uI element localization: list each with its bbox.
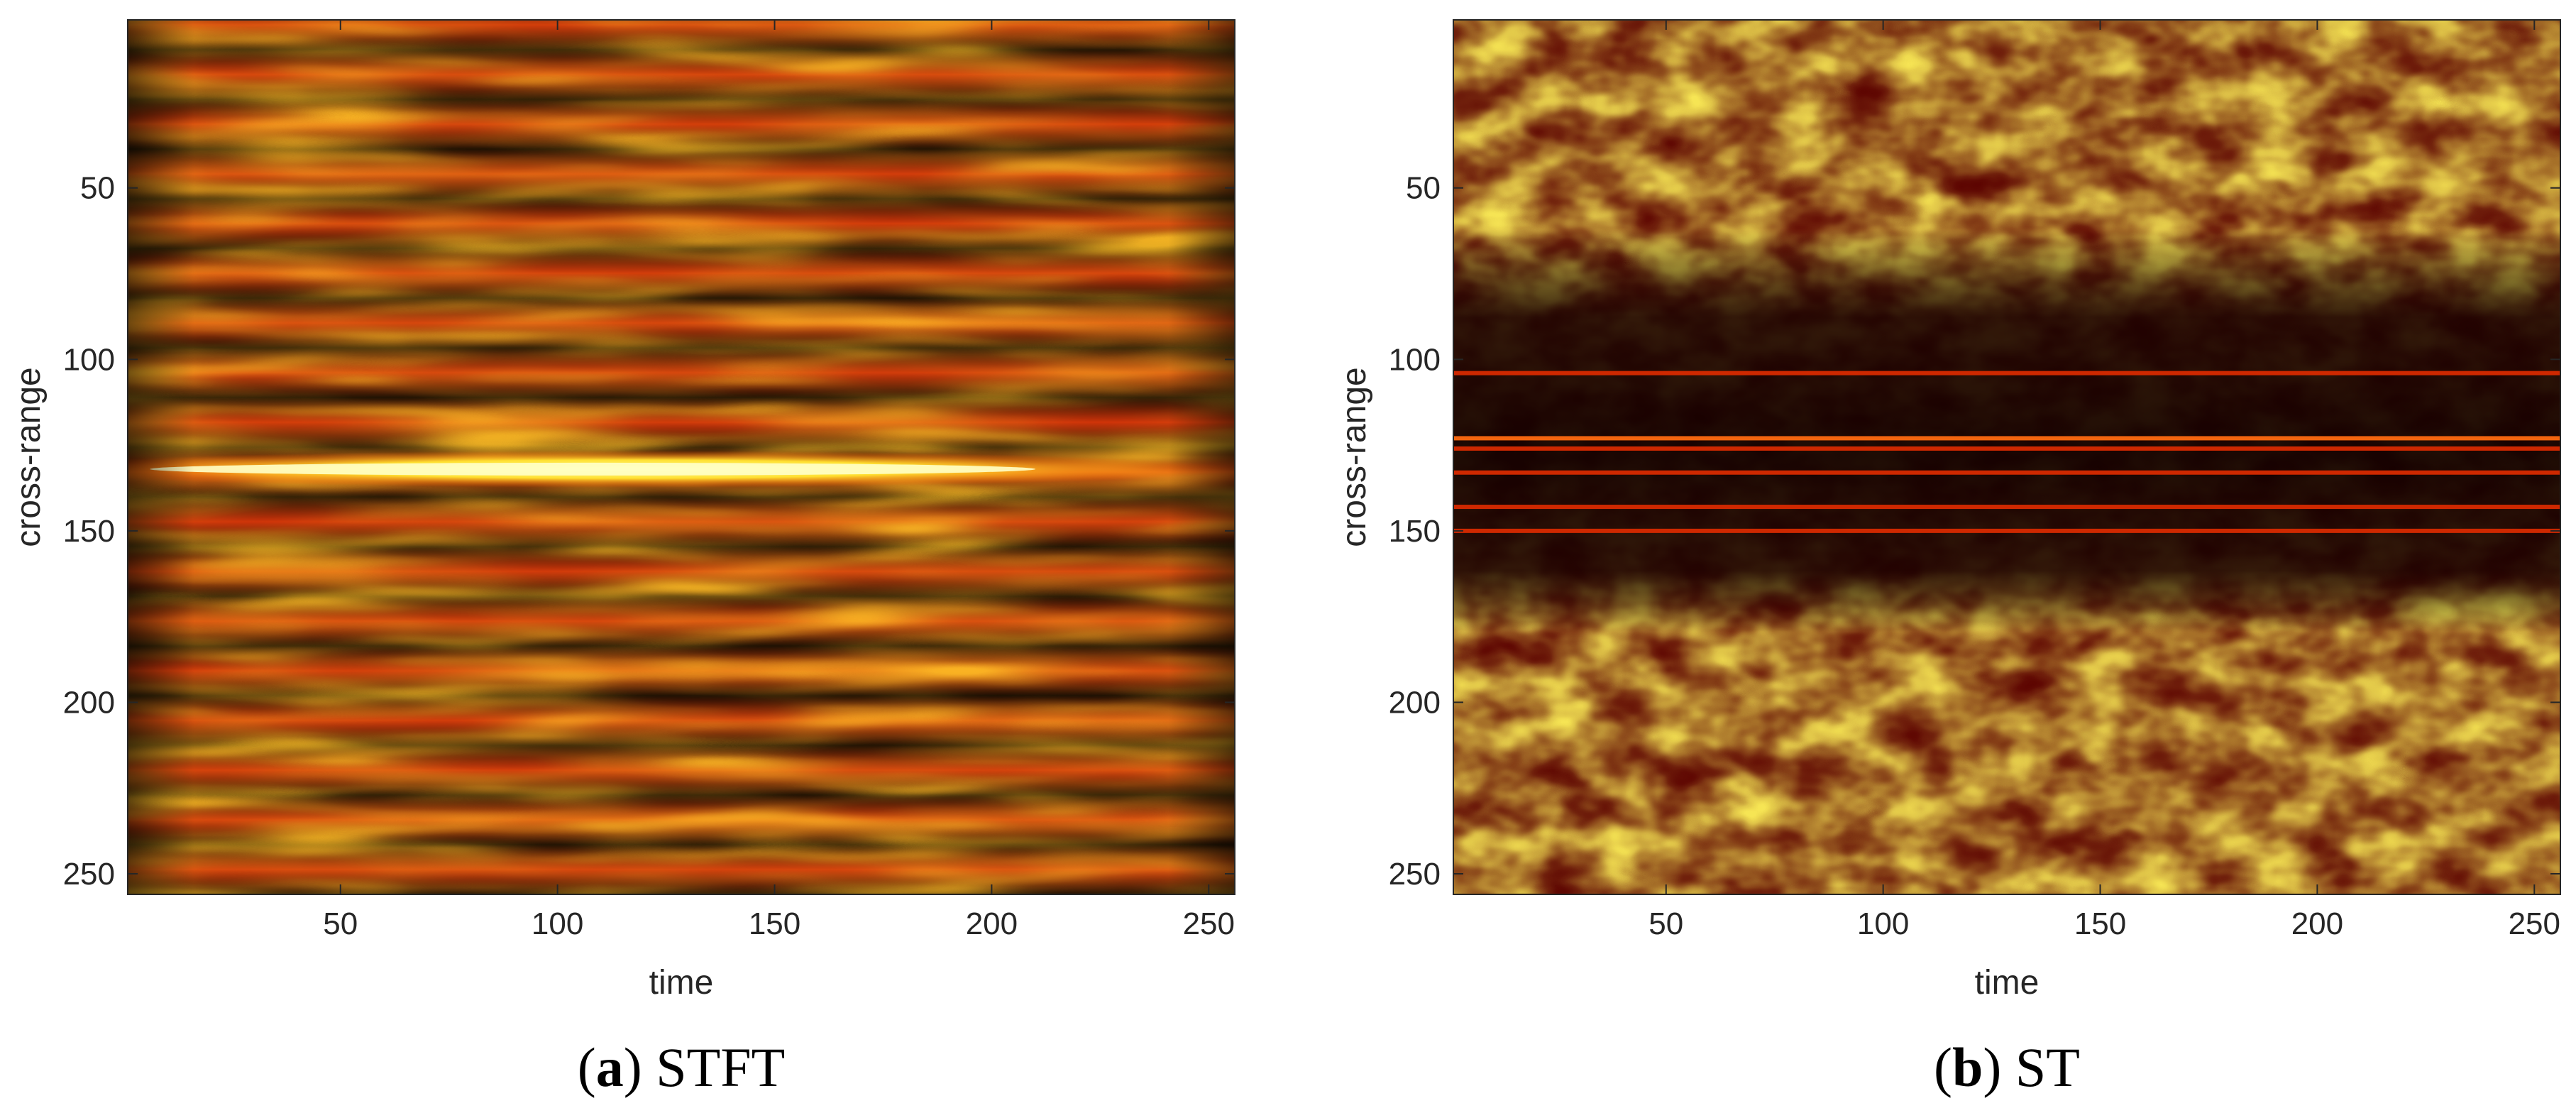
caption-a-text: STFT <box>656 1036 785 1098</box>
caption-b: (b) ST <box>1934 1036 2080 1098</box>
y-tick-label-b: 150 <box>1389 514 1441 549</box>
band-line <box>1453 371 2560 375</box>
band-line <box>1453 436 2560 441</box>
y-tick-label-b: 100 <box>1389 342 1441 377</box>
y-tick-label-a: 200 <box>63 685 115 720</box>
x-axis-label-b: time <box>1975 964 2040 1002</box>
caption-b-letter: b <box>1952 1036 1983 1098</box>
panel-b: 50 100 150 200 250 50 100 150 200 250 time cross-… <box>1336 19 2561 1098</box>
band-line <box>1453 528 2560 533</box>
x-tick-label-b: 50 <box>1648 906 1683 941</box>
x-tick-label-a: 100 <box>532 906 583 941</box>
band-line <box>1453 446 2560 451</box>
x-tick-label-b: 250 <box>2509 906 2560 941</box>
plot-frame-b <box>1453 19 2561 895</box>
x-tick-label-b: 150 <box>2074 906 2126 941</box>
y-axis-label-b: cross-range <box>1336 367 1373 547</box>
caption-a-letter: a <box>596 1036 624 1098</box>
y-tick-label-a: 100 <box>63 342 115 377</box>
st-heatmap <box>1453 20 2560 894</box>
y-axis-label-a: cross-range <box>10 367 48 547</box>
band-line <box>1453 470 2560 475</box>
x-axis-label-a: time <box>649 964 714 1002</box>
stft-heatmap <box>128 20 1235 894</box>
caption-a: (a) STFT <box>578 1036 786 1098</box>
thin-band-lines <box>1453 371 2560 533</box>
y-tick-label-a: 150 <box>63 514 115 549</box>
y-tick-label-a: 250 <box>63 857 115 892</box>
x-tick-label-a: 200 <box>966 906 1018 941</box>
band-line <box>1453 505 2560 510</box>
y-tick-label-b: 250 <box>1389 857 1441 892</box>
caption-b-text: ST <box>2015 1036 2080 1098</box>
axes-b: 50 100 150 200 250 50 100 150 200 250 <box>1389 20 2560 941</box>
y-tick-label-b: 200 <box>1389 685 1441 720</box>
plot-frame-a <box>127 19 1235 895</box>
y-tick-label-a: 50 <box>80 171 115 206</box>
x-tick-label-a: 250 <box>1183 906 1235 941</box>
x-tick-label-b: 200 <box>2291 906 2343 941</box>
x-tick-label-a: 50 <box>323 906 358 941</box>
axes-a: 50 100 150 200 250 50 100 150 200 250 <box>63 20 1235 941</box>
x-tick-label-b: 100 <box>1857 906 1909 941</box>
x-tick-label-a: 150 <box>749 906 800 941</box>
panel-a: 50 100 150 200 250 50 100 150 200 250 time cross-… <box>10 19 1235 1098</box>
y-tick-label-b: 50 <box>1406 171 1441 206</box>
